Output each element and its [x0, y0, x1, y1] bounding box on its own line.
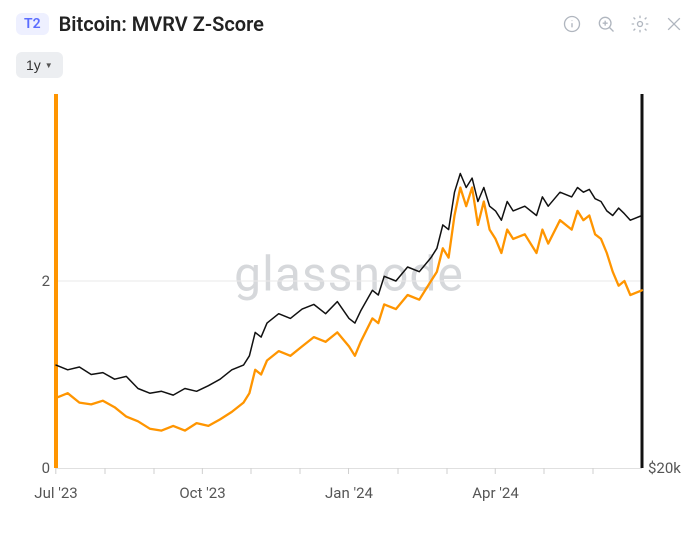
x-tick: [251, 468, 252, 474]
chart-toolbar: 1y ▼: [0, 44, 700, 84]
x-tick: [593, 468, 594, 474]
x-tick: [544, 468, 545, 474]
y-axis-left: 02: [18, 94, 56, 468]
x-tickmark: [56, 468, 57, 474]
x-tickmark: [495, 468, 496, 474]
x-tick: [446, 468, 447, 474]
chart-area: 02 glassnode $20k Jul '23 Oct '23 Jan '24 A…: [18, 94, 682, 514]
info-icon[interactable]: [562, 14, 582, 34]
series-price: [56, 174, 642, 396]
x-tick: [153, 468, 154, 474]
x-axis: Jul '23Oct '23Jan '24Apr '24: [56, 468, 642, 514]
time-range-label: 1y: [26, 57, 41, 73]
tier-badge: T2: [16, 13, 49, 35]
x-tick: [104, 468, 105, 474]
x-tickmark: [300, 468, 301, 474]
header-actions: [562, 14, 684, 34]
series-mvrv-z-score: [56, 188, 642, 431]
x-tick: Oct '23: [179, 468, 225, 502]
x-tick-label: Jan '24: [325, 484, 373, 502]
x-tickmark: [593, 468, 594, 474]
x-tick: [397, 468, 398, 474]
y-axis-right: $20k: [642, 94, 682, 468]
x-tickmark: [446, 468, 447, 474]
chart-plot[interactable]: glassnode: [56, 94, 642, 468]
x-tick-label: Oct '23: [179, 484, 225, 502]
x-tickmark: [104, 468, 105, 474]
chart-title: Bitcoin: MVRV Z-Score: [59, 12, 264, 36]
chevron-down-icon: ▼: [45, 61, 53, 70]
x-tick: Jul '23: [34, 468, 77, 502]
x-tick: Jan '24: [325, 468, 373, 502]
x-tickmark: [153, 468, 154, 474]
close-icon[interactable]: [664, 14, 684, 34]
x-tickmark: [202, 468, 203, 474]
x-tickmark: [544, 468, 545, 474]
time-range-selector[interactable]: 1y ▼: [16, 52, 63, 78]
x-tick-label: Apr '24: [472, 484, 519, 502]
chart-header: T2 Bitcoin: MVRV Z-Score: [0, 0, 700, 44]
header-left: T2 Bitcoin: MVRV Z-Score: [16, 12, 264, 36]
y-tick-label-right: $20k: [648, 459, 681, 477]
y-tick-label: 2: [42, 272, 50, 290]
x-tick: Apr '24: [472, 468, 519, 502]
x-tickmark: [397, 468, 398, 474]
zoom-icon[interactable]: [596, 14, 616, 34]
x-tick-label: Jul '23: [34, 484, 77, 502]
x-tick: [300, 468, 301, 474]
x-tickmark: [251, 468, 252, 474]
gear-icon[interactable]: [630, 14, 650, 34]
x-tickmark: [349, 468, 350, 474]
